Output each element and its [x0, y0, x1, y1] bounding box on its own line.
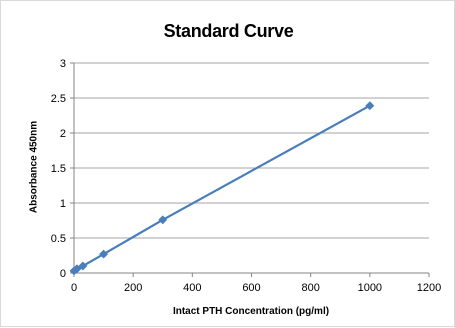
- y-tick-label: 2: [60, 128, 66, 140]
- x-tick-label: 600: [242, 282, 260, 294]
- x-tick-label: 1200: [417, 282, 441, 294]
- y-tick-label: 1.5: [51, 163, 66, 175]
- x-tick-label: 200: [124, 282, 142, 294]
- y-tick-label: 2.5: [51, 93, 66, 105]
- y-tick-label: 0.5: [51, 233, 66, 245]
- chart-title: Standard Curve: [163, 21, 294, 41]
- data-point-diamond: [99, 249, 109, 259]
- x-tick-label: 400: [183, 282, 201, 294]
- x-tick-label: 800: [301, 282, 319, 294]
- data-point-diamond: [365, 101, 375, 111]
- x-tick-label: 1000: [358, 282, 382, 294]
- data-point-diamond: [158, 215, 168, 225]
- y-tick-label: 1: [60, 198, 66, 210]
- series-line: [73, 104, 371, 272]
- x-tick-label: 0: [71, 282, 77, 294]
- y-tick-label: 3: [60, 58, 66, 70]
- x-axis-label: Intact PTH Concentration (pg/ml): [172, 306, 330, 317]
- data-point-diamond: [78, 261, 88, 271]
- y-tick-label: 0: [60, 268, 66, 280]
